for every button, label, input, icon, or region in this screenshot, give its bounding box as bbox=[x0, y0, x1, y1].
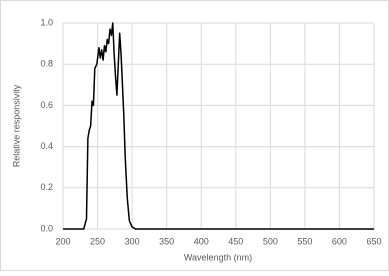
x-tick-label: 200 bbox=[55, 236, 70, 246]
x-axis-title: Wavelength (nm) bbox=[184, 252, 252, 262]
y-tick-label: 0.6 bbox=[40, 100, 53, 110]
x-tick-label: 400 bbox=[194, 236, 209, 246]
y-tick-label: 0.4 bbox=[40, 141, 53, 151]
y-tick-label: 0.2 bbox=[40, 182, 53, 192]
x-tick-label: 600 bbox=[332, 236, 347, 246]
data-line bbox=[63, 22, 374, 230]
x-tick-label: 350 bbox=[159, 236, 174, 246]
x-tick-label: 550 bbox=[297, 236, 312, 246]
y-tick-label: 1.0 bbox=[40, 17, 53, 27]
x-tick-label: 250 bbox=[90, 236, 105, 246]
x-tick-label: 500 bbox=[263, 236, 278, 246]
x-tick-label: 450 bbox=[228, 236, 243, 246]
y-tick-label: 0.8 bbox=[40, 59, 53, 69]
y-tick-label: 0.0 bbox=[40, 223, 53, 233]
x-tick-label: 650 bbox=[366, 236, 381, 246]
y-axis-title: Relative responsivity bbox=[11, 84, 21, 167]
x-tick-label: 300 bbox=[125, 236, 140, 246]
